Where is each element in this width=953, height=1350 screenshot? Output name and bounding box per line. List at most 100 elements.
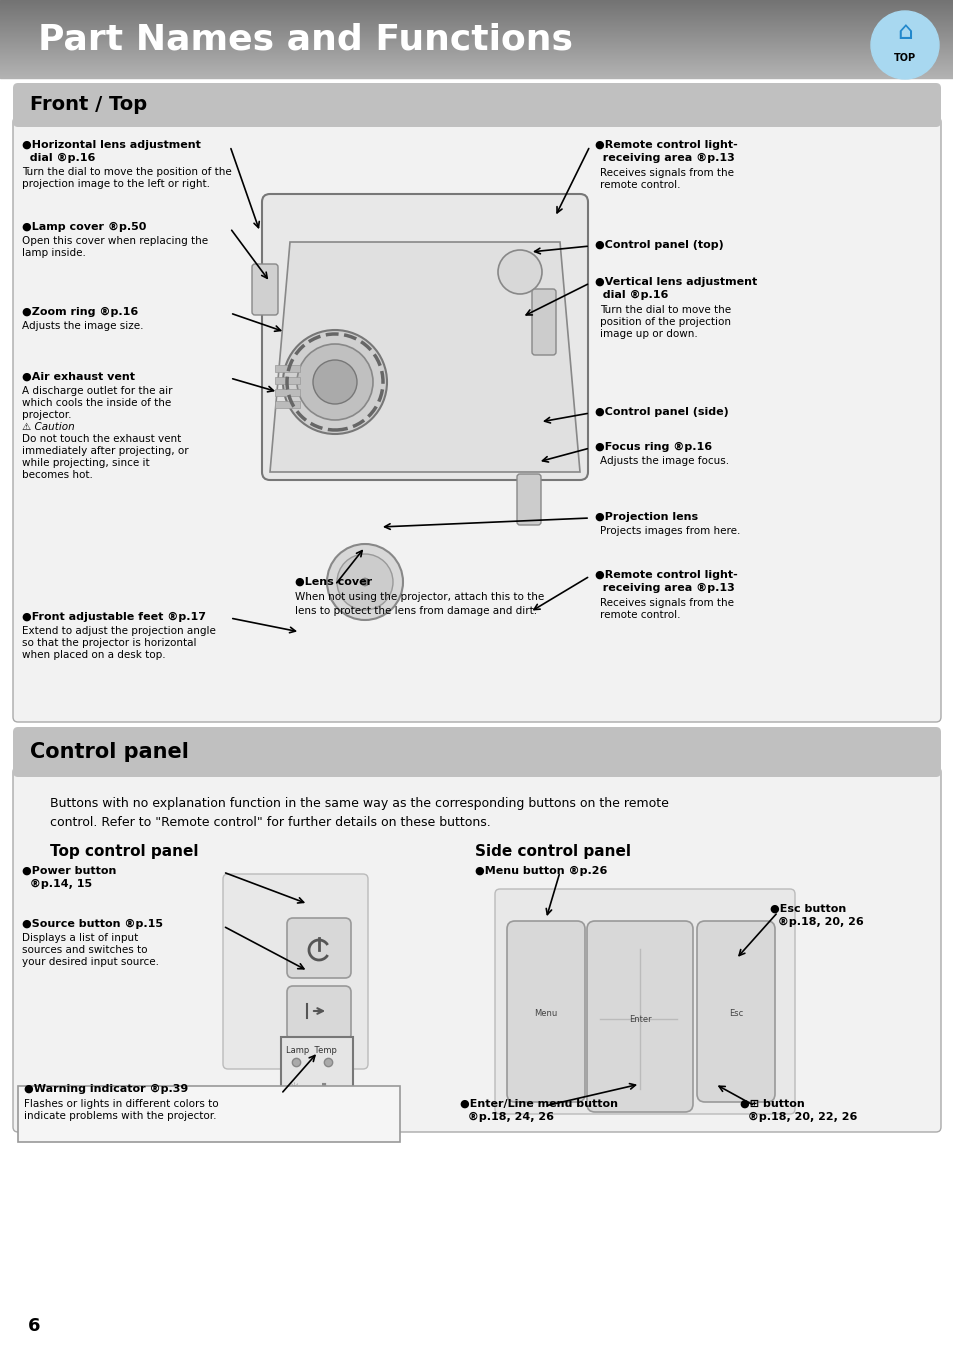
Text: when placed on a desk top.: when placed on a desk top. [22, 649, 166, 660]
Text: Turn the dial to move the position of the: Turn the dial to move the position of th… [22, 167, 232, 177]
Circle shape [296, 344, 373, 420]
FancyBboxPatch shape [18, 1085, 399, 1142]
Text: Open this cover when replacing the: Open this cover when replacing the [22, 236, 208, 246]
Text: ●Air exhaust vent: ●Air exhaust vent [22, 373, 135, 382]
Bar [274, 389, 299, 396]
Text: ●Lamp cover ®p.50: ●Lamp cover ®p.50 [22, 221, 146, 232]
Text: Front / Top: Front / Top [30, 96, 147, 115]
Text: remote control.: remote control. [599, 610, 679, 620]
Bar [274, 377, 299, 383]
Text: When not using the projector, attach this to the
lens to protect the lens from d: When not using the projector, attach thi… [294, 593, 543, 616]
Text: Lamp  Temp: Lamp Temp [286, 1046, 336, 1054]
Text: Turn the dial to move the: Turn the dial to move the [599, 305, 730, 315]
Text: ●Control panel (top): ●Control panel (top) [595, 240, 723, 250]
Text: your desired input source.: your desired input source. [22, 957, 159, 967]
FancyBboxPatch shape [586, 921, 692, 1112]
Text: ☀: ☀ [289, 1081, 300, 1095]
Text: Projects images from here.: Projects images from here. [599, 526, 740, 536]
Text: ●Zoom ring ®p.16: ●Zoom ring ®p.16 [22, 306, 138, 317]
Text: ®p.18, 24, 26: ®p.18, 24, 26 [459, 1112, 554, 1122]
Text: ●Source button ®p.15: ●Source button ®p.15 [22, 919, 163, 929]
Ellipse shape [870, 11, 938, 80]
Text: becomes hot.: becomes hot. [22, 470, 92, 481]
FancyBboxPatch shape [281, 1037, 353, 1099]
Text: ⌂: ⌂ [896, 20, 912, 45]
Text: ●Vertical lens adjustment: ●Vertical lens adjustment [595, 277, 757, 288]
Polygon shape [270, 242, 579, 472]
FancyBboxPatch shape [252, 265, 277, 315]
Text: TOP: TOP [893, 53, 915, 63]
Text: so that the projector is horizontal: so that the projector is horizontal [22, 639, 196, 648]
Bar [274, 401, 299, 408]
Text: image up or down.: image up or down. [599, 329, 697, 339]
Text: dial ®p.16: dial ®p.16 [595, 290, 668, 300]
Text: Esc: Esc [728, 1010, 742, 1018]
Text: Control panel: Control panel [30, 743, 189, 761]
Text: while projecting, since it: while projecting, since it [22, 458, 150, 468]
Text: ®p.18, 20, 22, 26: ®p.18, 20, 22, 26 [740, 1112, 857, 1122]
Text: Adjusts the image focus.: Adjusts the image focus. [599, 456, 728, 466]
Text: position of the projection: position of the projection [599, 317, 730, 327]
Text: Extend to adjust the projection angle: Extend to adjust the projection angle [22, 626, 215, 636]
Text: sources and switches to: sources and switches to [22, 945, 148, 954]
Circle shape [313, 360, 356, 404]
Text: immediately after projecting, or: immediately after projecting, or [22, 446, 189, 456]
Text: dial ®p.16: dial ®p.16 [22, 153, 95, 163]
Text: ●Focus ring ®p.16: ●Focus ring ®p.16 [595, 441, 711, 452]
Text: ●Remote control light-: ●Remote control light- [595, 570, 737, 580]
Text: ®p.14, 15: ®p.14, 15 [22, 879, 92, 890]
Circle shape [360, 578, 369, 586]
Circle shape [336, 554, 393, 610]
FancyBboxPatch shape [532, 289, 556, 355]
Text: ●Enter/Line menu button: ●Enter/Line menu button [459, 1099, 618, 1108]
Text: ●Horizontal lens adjustment: ●Horizontal lens adjustment [22, 140, 201, 150]
FancyBboxPatch shape [506, 921, 584, 1102]
Text: ●⊞ button: ●⊞ button [740, 1099, 804, 1108]
Text: ⚠ Caution: ⚠ Caution [22, 423, 74, 432]
Text: A discharge outlet for the air: A discharge outlet for the air [22, 386, 172, 396]
Text: Enter: Enter [628, 1014, 651, 1023]
Text: ●Remote control light-: ●Remote control light- [595, 140, 737, 150]
Text: ●Menu button ®p.26: ●Menu button ®p.26 [475, 865, 607, 876]
Text: ●Front adjustable feet ®p.17: ●Front adjustable feet ®p.17 [22, 612, 206, 622]
Text: Adjusts the image size.: Adjusts the image size. [22, 321, 143, 331]
Text: Displays a list of input: Displays a list of input [22, 933, 138, 944]
Circle shape [327, 544, 402, 620]
Circle shape [283, 329, 387, 433]
FancyBboxPatch shape [13, 767, 940, 1133]
Text: remote control.: remote control. [599, 180, 679, 190]
FancyBboxPatch shape [697, 921, 774, 1102]
FancyBboxPatch shape [13, 728, 940, 778]
Text: receiving area ®p.13: receiving area ®p.13 [595, 583, 734, 593]
FancyBboxPatch shape [223, 873, 368, 1069]
Text: ▮: ▮ [320, 1081, 327, 1092]
Text: ●Power button: ●Power button [22, 865, 116, 876]
Text: ®p.18, 20, 26: ®p.18, 20, 26 [769, 917, 862, 927]
Text: Do not touch the exhaust vent: Do not touch the exhaust vent [22, 433, 181, 444]
FancyBboxPatch shape [287, 918, 351, 977]
Text: receiving area ®p.13: receiving area ®p.13 [595, 153, 734, 163]
FancyBboxPatch shape [13, 82, 940, 127]
Text: Menu: Menu [534, 1010, 558, 1018]
Text: ●Projection lens: ●Projection lens [595, 512, 698, 522]
Text: projection image to the left or right.: projection image to the left or right. [22, 180, 210, 189]
Circle shape [497, 250, 541, 294]
Text: Side control panel: Side control panel [475, 844, 630, 859]
FancyBboxPatch shape [517, 474, 540, 525]
FancyBboxPatch shape [13, 117, 940, 722]
Text: ●Control panel (side): ●Control panel (side) [595, 406, 728, 417]
Text: which cools the inside of the: which cools the inside of the [22, 398, 172, 408]
Text: Receives signals from the: Receives signals from the [599, 167, 733, 178]
Text: ●Esc button: ●Esc button [769, 904, 845, 914]
Text: 6: 6 [28, 1318, 40, 1335]
Bar [274, 364, 299, 373]
Text: Part Names and Functions: Part Names and Functions [38, 22, 573, 55]
Text: lamp inside.: lamp inside. [22, 248, 86, 258]
Text: Buttons with no explanation function in the same way as the corresponding button: Buttons with no explanation function in … [50, 796, 668, 829]
Text: Top control panel: Top control panel [50, 844, 198, 859]
FancyBboxPatch shape [495, 890, 794, 1114]
Text: projector.: projector. [22, 410, 71, 420]
FancyBboxPatch shape [262, 194, 587, 481]
Text: indicate problems with the projector.: indicate problems with the projector. [24, 1111, 216, 1120]
FancyBboxPatch shape [287, 986, 351, 1040]
